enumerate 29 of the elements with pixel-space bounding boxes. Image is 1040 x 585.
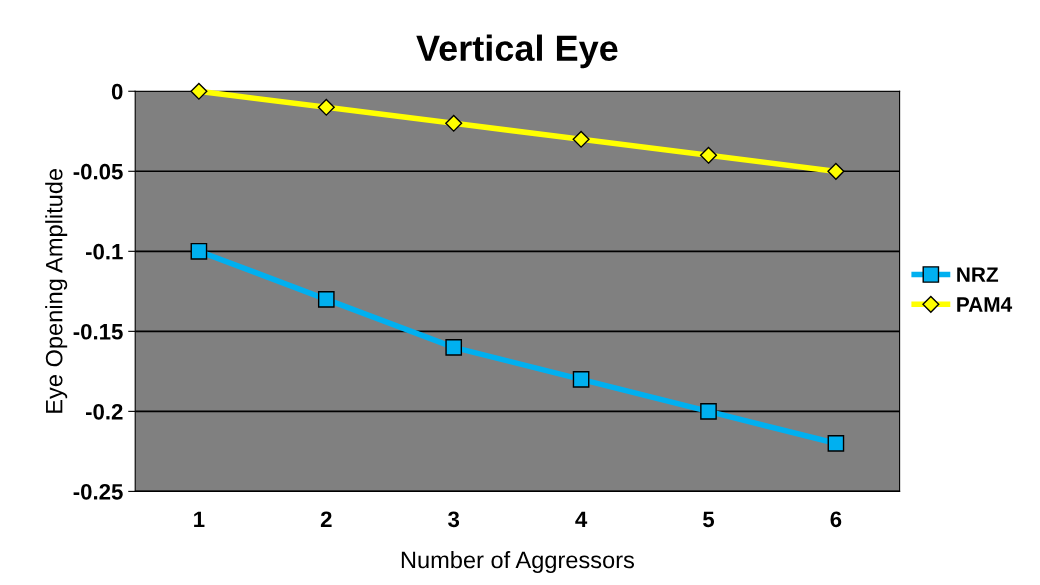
point — [317, 98, 335, 116]
y-tick-label: -0.15 — [73, 323, 123, 340]
point — [190, 82, 208, 100]
y-tick-label: -0.05 — [73, 163, 123, 180]
y-tick-label: -0.2 — [85, 403, 123, 420]
x-tick-label: 1 — [194, 511, 205, 527]
y-tick-label: -0.25 — [73, 483, 123, 500]
legend-label: PAM4 — [957, 297, 1013, 312]
x-axis-title: Number of Aggressors — [401, 551, 635, 574]
point — [827, 162, 845, 180]
point — [190, 242, 208, 260]
point — [317, 290, 335, 308]
point — [572, 130, 590, 148]
legend-label: NRZ — [957, 267, 999, 282]
x-tick-label: 4 — [575, 511, 588, 527]
point — [572, 371, 590, 388]
point — [445, 114, 463, 132]
point — [827, 435, 845, 452]
point — [700, 403, 717, 420]
point — [699, 146, 718, 164]
x-tick-label: 6 — [830, 511, 842, 528]
point — [445, 339, 463, 356]
y-axis-title: Eye Opening Amplitude — [45, 168, 68, 413]
x-tick-label: 3 — [448, 511, 460, 528]
chart-title: Vertical Eye — [416, 34, 618, 69]
y-tick-label: 0 — [111, 83, 123, 100]
x-tick-label: 2 — [320, 511, 332, 527]
y-tick-label: -0.1 — [85, 243, 123, 260]
x-tick-label: 5 — [703, 511, 715, 528]
